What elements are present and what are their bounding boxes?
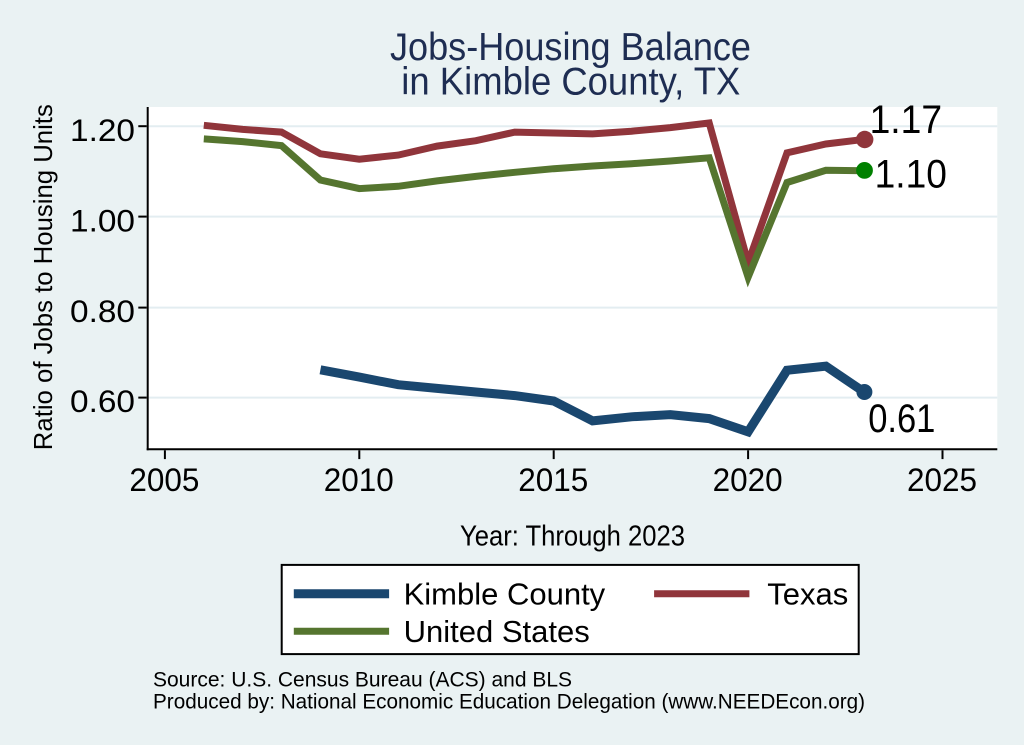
svg-text:2015: 2015 (518, 462, 588, 498)
svg-text:Year: Through 2023: Year: Through 2023 (460, 521, 685, 553)
svg-text:2020: 2020 (713, 462, 783, 498)
svg-text:1.00: 1.00 (70, 202, 135, 238)
svg-text:0.60: 0.60 (70, 383, 135, 419)
svg-text:2025: 2025 (907, 462, 977, 498)
svg-text:0.61: 0.61 (868, 397, 935, 441)
svg-text:Texas: Texas (767, 576, 848, 611)
svg-text:2005: 2005 (129, 462, 199, 498)
svg-text:United States: United States (404, 614, 590, 649)
svg-text:Kimble County: Kimble County (404, 576, 606, 611)
svg-text:Ratio of Jobs to Housing Units: Ratio of Jobs to Housing Units (28, 104, 58, 450)
svg-text:1.20: 1.20 (70, 112, 135, 148)
svg-text:0.80: 0.80 (70, 293, 135, 329)
svg-text:Source: U.S. Census Bureau (AC: Source: U.S. Census Bureau (ACS) and BLS (153, 669, 572, 692)
svg-text:in Kimble County, TX: in Kimble County, TX (401, 61, 740, 104)
svg-text:Produced by: National Economic: Produced by: National Economic Education… (153, 690, 865, 713)
svg-text:2010: 2010 (324, 462, 394, 498)
svg-text:Jobs-Housing Balance: Jobs-Housing Balance (390, 26, 751, 69)
svg-text:1.17: 1.17 (870, 98, 943, 142)
svg-text:1.10: 1.10 (875, 153, 947, 197)
